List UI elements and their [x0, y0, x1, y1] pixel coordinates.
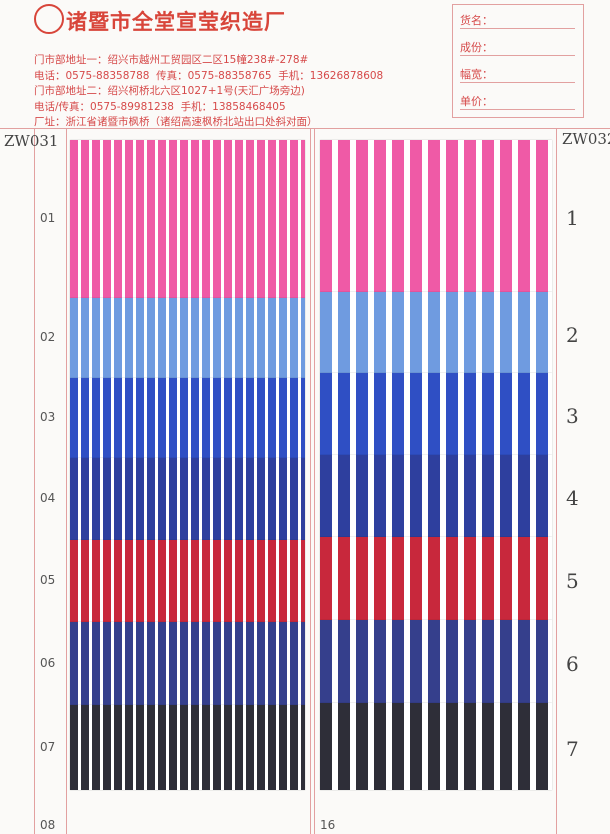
fabric-swatch [320, 140, 552, 292]
row-number: 16 [320, 818, 336, 832]
swatch-number: 6 [566, 651, 579, 676]
swatch-number: 3 [566, 404, 579, 428]
swatch-code: ZW031 [4, 132, 59, 150]
grid-line [314, 128, 315, 834]
logo [34, 4, 64, 34]
row-number: 08 [40, 818, 56, 832]
row-number: 04 [40, 491, 56, 505]
row-number: 07 [40, 739, 56, 754]
fabric-swatch [70, 622, 305, 705]
address-line: 门市部地址二：绍兴柯桥北六区1027+1号(天汇广场旁边) [34, 85, 305, 97]
swatch-number: 5 [566, 568, 579, 593]
grid-line [34, 128, 35, 834]
fabric-swatch [70, 458, 305, 540]
row-number: 05 [40, 573, 56, 587]
row-number: 02 [40, 330, 56, 344]
address-line: 门市部地址一：绍兴市越州工贸园区二区15幢238#-278# [34, 54, 309, 66]
grid-line [310, 128, 311, 834]
spec-label: 幅宽： [460, 66, 575, 83]
fabric-swatch [320, 620, 552, 703]
grid-line [556, 128, 557, 834]
spec-label: 成份： [460, 39, 575, 56]
fabric-swatch [320, 703, 552, 790]
swatch-number: 1 [566, 206, 579, 230]
swatch-number: 7 [566, 736, 579, 761]
fabric-swatch [70, 298, 305, 378]
fabric-swatch [70, 140, 305, 298]
row-number: 06 [40, 655, 56, 670]
swatch-number: 2 [566, 322, 579, 347]
swatch-number: 4 [566, 486, 579, 510]
grid-line [0, 128, 610, 129]
fabric-swatch [320, 292, 552, 373]
fabric-swatch [70, 540, 305, 622]
spec-label: 单价： [460, 93, 575, 110]
company-name: 诸暨市全堂宣莹织造厂 [66, 10, 286, 34]
fabric-swatch [70, 705, 305, 790]
swatch-code: ZW032 [562, 130, 610, 148]
address-line: 电话/传真：0575-89981238 手机：13858468405 [34, 100, 286, 113]
spec-label: 货名： [460, 12, 575, 29]
fabric-swatch [320, 537, 552, 620]
address-line: 电话：0575-88358788 传真：0575-88358765 手机：136… [34, 69, 384, 82]
spec-box [452, 4, 584, 118]
row-number: 01 [40, 211, 56, 225]
row-number: 03 [40, 410, 56, 424]
fabric-swatch [320, 373, 552, 455]
fabric-swatch [70, 378, 305, 458]
grid-line [66, 128, 67, 834]
fabric-swatch [320, 455, 552, 537]
address-line: 厂址：浙江省诸暨市枫桥（诸绍高速枫桥北站出口处斜对面） [34, 116, 318, 128]
